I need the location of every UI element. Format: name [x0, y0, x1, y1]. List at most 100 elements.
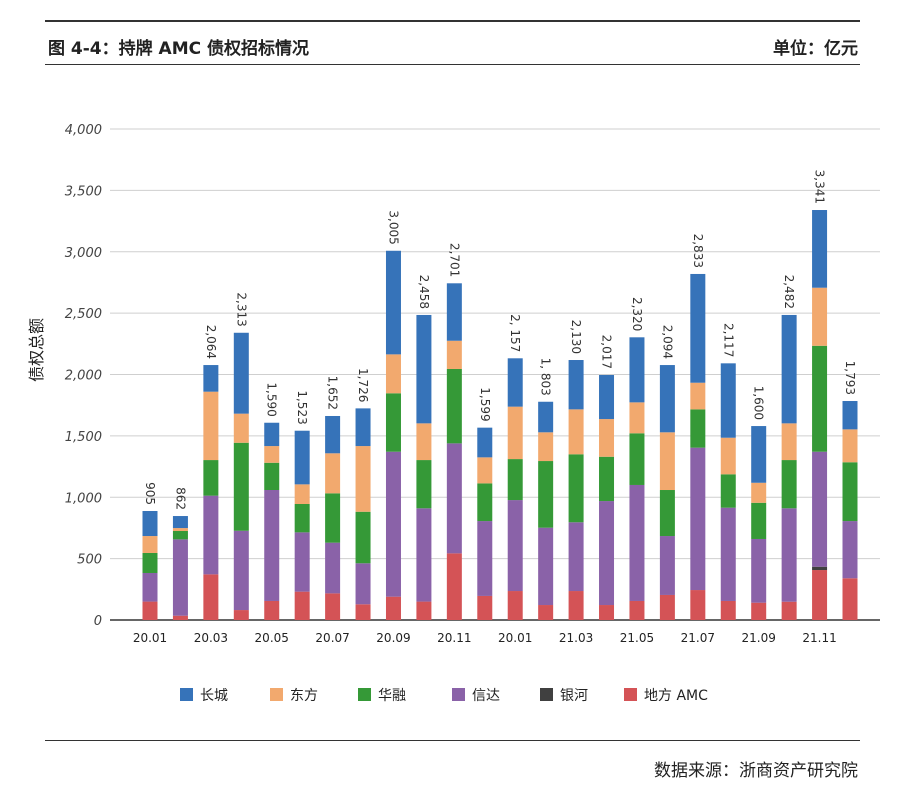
- bar-segment-地方AMC: [781, 601, 797, 620]
- bar-segment-长城: [720, 363, 736, 438]
- bar-segment-华融: [325, 493, 341, 543]
- legend-label: 地方 AMC: [644, 688, 708, 704]
- y-tick-label: 500: [77, 553, 102, 568]
- bar-segment-东方: [355, 446, 371, 512]
- bar-segment-东方: [538, 432, 554, 462]
- legend-swatch: [624, 688, 637, 701]
- bar-segment-长城: [264, 422, 280, 447]
- bar-segment-信达: [507, 500, 523, 592]
- total-label: 2,320: [630, 297, 644, 331]
- bar-segment-信达: [599, 501, 615, 606]
- y-axis-label: 债权总额: [27, 318, 46, 382]
- bar-segment-地方AMC: [477, 595, 493, 620]
- x-tick-label: 21.09: [742, 631, 776, 645]
- legend-label: 华融: [378, 688, 406, 704]
- bar-segment-信达: [751, 538, 767, 603]
- bar-segment-东方: [477, 457, 493, 484]
- unit-label: 单位：亿元: [773, 39, 858, 59]
- bar-segment-长城: [812, 210, 828, 288]
- y-tick-label: 1,500: [65, 430, 102, 445]
- bar-segment-长城: [142, 510, 158, 537]
- bar-segment-地方AMC: [690, 590, 706, 620]
- total-label: 1,726: [356, 368, 370, 402]
- bar-segment-地方AMC: [294, 591, 310, 620]
- bar-segment-信达: [172, 539, 188, 616]
- bar-segment-东方: [325, 453, 341, 494]
- legend-swatch: [180, 688, 193, 701]
- bar-segment-长城: [842, 401, 858, 430]
- bar-segment-信达: [690, 447, 706, 591]
- bar-segment-地方AMC: [659, 594, 675, 620]
- y-tick-label: 2,000: [65, 369, 102, 384]
- total-label: 2,117: [721, 323, 735, 357]
- total-label: 2,833: [691, 234, 705, 268]
- header-rule: [45, 64, 860, 65]
- bar-segment-地方AMC: [599, 605, 615, 620]
- x-tick-label: 20.05: [255, 631, 289, 645]
- x-tick-label: 20.01: [498, 631, 532, 645]
- total-label: 2,094: [660, 325, 674, 359]
- legend-label: 东方: [290, 688, 318, 704]
- bar-segment-华融: [629, 433, 645, 485]
- bar-segment-长城: [477, 427, 493, 458]
- bar-segment-长城: [385, 250, 401, 355]
- bar-segment-华融: [659, 490, 675, 537]
- bar-segment-地方AMC: [507, 591, 523, 620]
- bar-segment-华融: [172, 531, 188, 540]
- bar-segment-华融: [416, 460, 432, 509]
- bar-segment-东方: [599, 419, 615, 457]
- bar-segment-长城: [568, 360, 584, 410]
- bar-segment-信达: [568, 522, 584, 592]
- bar-segment-地方AMC: [629, 600, 645, 620]
- bar-segment-信达: [355, 563, 371, 605]
- bar-segment-华融: [203, 460, 219, 496]
- total-label: 2,458: [417, 275, 431, 309]
- footer-rule: [45, 740, 860, 741]
- legend-swatch: [452, 688, 465, 701]
- bar-segment-华融: [477, 483, 493, 522]
- legend-label: 长城: [200, 688, 228, 704]
- bar-segment-东方: [233, 413, 249, 443]
- x-tick-label: 20.11: [437, 631, 471, 645]
- bar-segment-长城: [507, 358, 523, 407]
- total-label: 3,005: [386, 210, 400, 244]
- bar-segment-长城: [172, 516, 188, 529]
- bar-segment-信达: [294, 532, 310, 592]
- bar-segment-长城: [203, 365, 219, 392]
- bar-segment-东方: [203, 391, 219, 461]
- x-tick-label: 20.07: [315, 631, 349, 645]
- legend-label: 信达: [472, 688, 500, 704]
- bar-segment-华融: [781, 460, 797, 509]
- bar-segment-华融: [599, 456, 615, 502]
- bar-segment-东方: [264, 446, 280, 463]
- bar-segment-华融: [142, 552, 158, 573]
- bar-segment-华融: [690, 409, 706, 448]
- bar-segment-东方: [507, 406, 523, 460]
- bar-segment-地方AMC: [142, 601, 158, 620]
- bar-segment-长城: [355, 408, 371, 447]
- bar-segment-信达: [538, 527, 554, 606]
- y-tick-label: 1,000: [65, 491, 102, 506]
- bar-segment-信达: [812, 451, 828, 567]
- bar-segment-地方AMC: [416, 601, 432, 620]
- bar-segment-华融: [812, 345, 828, 452]
- bar-segment-地方AMC: [720, 600, 736, 620]
- total-label: 2,017: [600, 335, 614, 369]
- bar-segment-华融: [720, 474, 736, 508]
- top-rule: [45, 20, 860, 22]
- bar-segment-地方AMC: [446, 553, 462, 620]
- bar-segment-信达: [416, 508, 432, 602]
- x-tick-label: 20.09: [376, 631, 410, 645]
- y-tick-label: 3,500: [65, 184, 102, 199]
- bar-segment-东方: [172, 528, 188, 532]
- bar-segment-华融: [264, 462, 280, 491]
- bar-segment-信达: [659, 536, 675, 595]
- y-tick-label: 0: [94, 614, 102, 629]
- bar-segment-长城: [233, 332, 249, 414]
- bar-segment-华融: [233, 442, 249, 531]
- bar-segment-东方: [842, 429, 858, 463]
- bar-segment-东方: [720, 437, 736, 475]
- total-label: 2,064: [204, 325, 218, 359]
- bar-segment-东方: [142, 536, 158, 553]
